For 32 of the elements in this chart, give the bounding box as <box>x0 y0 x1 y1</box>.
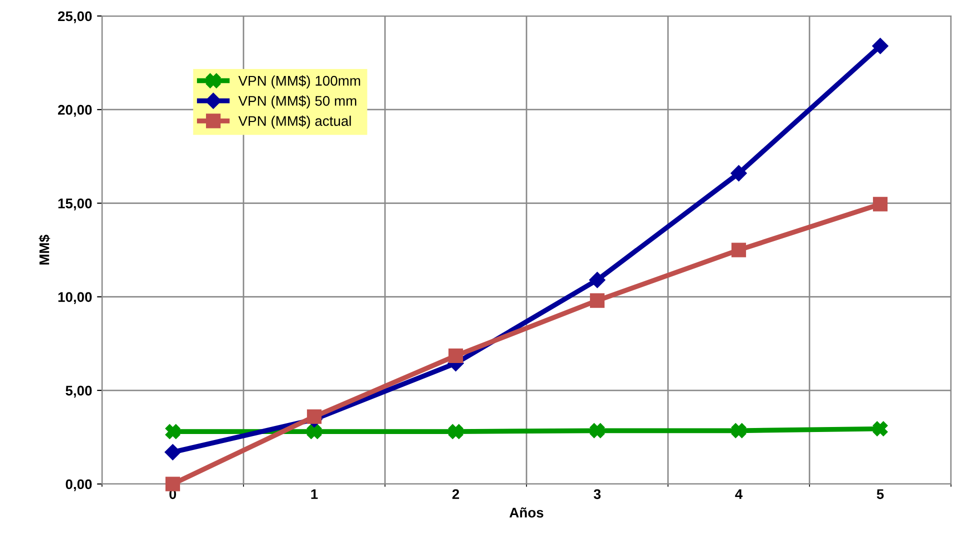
y-axis-title: MM$ <box>38 234 50 264</box>
x-tick-label: 3 <box>594 489 601 500</box>
point <box>731 423 746 438</box>
point <box>165 424 180 439</box>
x-axis-title: Años <box>509 507 544 518</box>
x-tick-label: 1 <box>311 489 318 499</box>
y-tick-label: 20,00 <box>58 104 92 117</box>
legend-label: VPN (MM$) 50 mm <box>238 95 356 109</box>
legend-label: VPN (MM$) actual <box>238 115 351 129</box>
point <box>872 421 888 436</box>
point <box>872 196 888 212</box>
point <box>448 424 464 439</box>
legend-label: VPN (MM$) 100mm <box>238 75 360 88</box>
y-tick-label: 15,00 <box>58 198 92 210</box>
point <box>589 272 606 288</box>
y-tick-label: 10,00 <box>58 292 92 304</box>
point <box>306 424 322 439</box>
point <box>872 38 888 54</box>
point <box>164 444 181 460</box>
point <box>731 242 746 258</box>
y-tick-label: 25,00 <box>58 11 92 24</box>
x-tick-label: 5 <box>876 489 884 500</box>
x-tick-label: 2 <box>452 489 460 499</box>
point <box>730 165 747 182</box>
point <box>306 409 322 424</box>
y-tick-label: 5,00 <box>66 386 92 398</box>
y-tick-label: 0,00 <box>66 479 92 492</box>
point <box>448 348 464 364</box>
point <box>590 423 605 438</box>
point <box>165 476 180 492</box>
x-tick-label: 4 <box>735 489 743 499</box>
point <box>590 293 605 308</box>
